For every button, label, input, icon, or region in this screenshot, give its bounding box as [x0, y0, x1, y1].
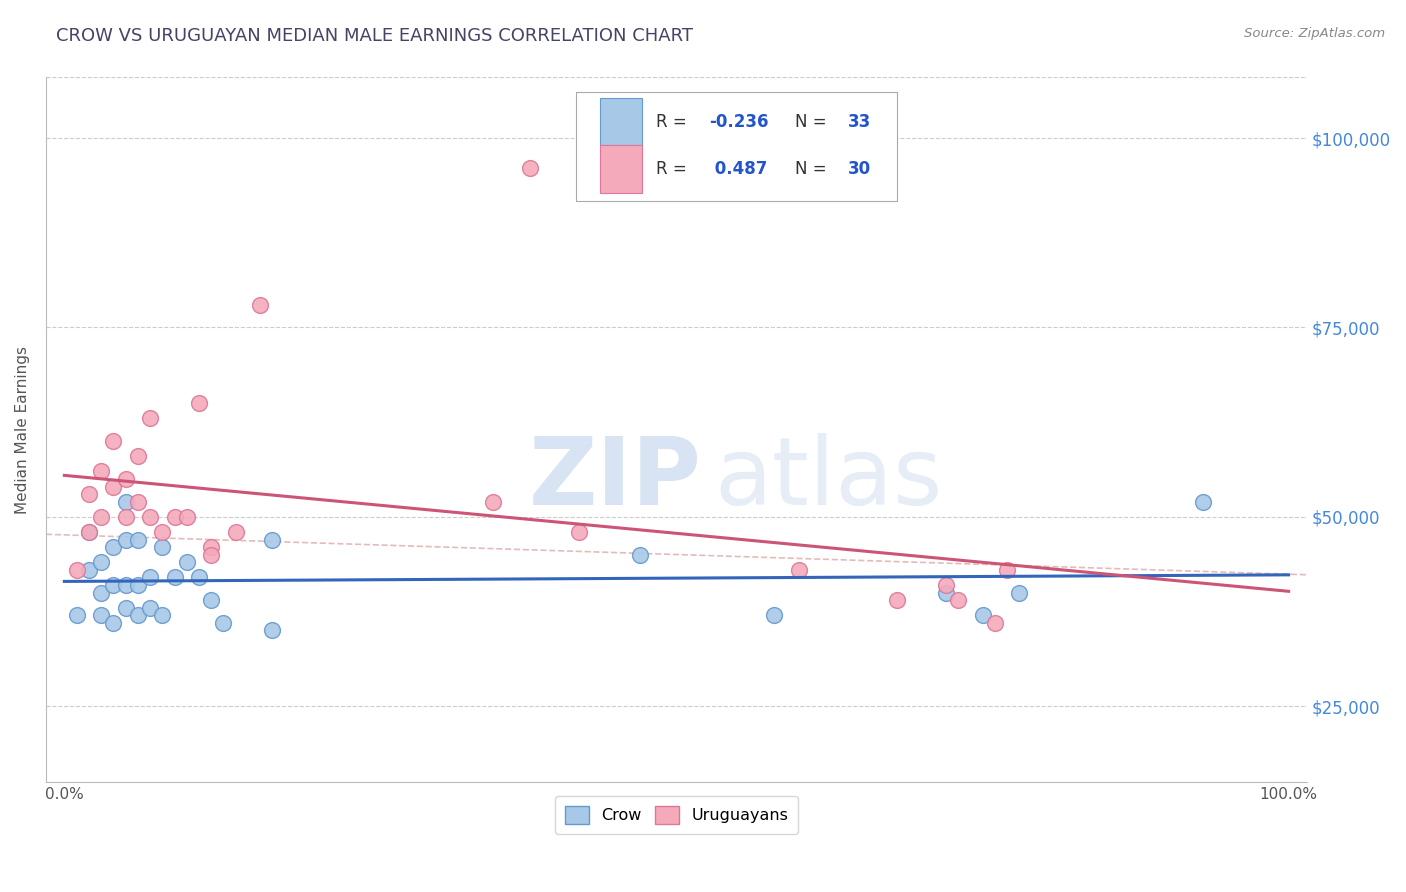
Point: [103, 434, 125, 448]
Point: [150, 524, 173, 539]
Point: [65, 608, 87, 623]
Point: [935, 578, 957, 592]
Point: [103, 540, 125, 554]
Text: -0.236: -0.236: [709, 112, 769, 131]
Point: [567, 524, 589, 539]
Point: [176, 509, 198, 524]
Y-axis label: Median Male Earnings: Median Male Earnings: [15, 346, 30, 514]
Point: [103, 578, 125, 592]
Point: [127, 449, 149, 463]
Point: [225, 524, 247, 539]
FancyBboxPatch shape: [599, 98, 643, 145]
Point: [262, 533, 284, 547]
Point: [482, 494, 505, 508]
Point: [114, 509, 136, 524]
Text: N =: N =: [794, 112, 832, 131]
Point: [127, 608, 149, 623]
Text: 0.487: 0.487: [709, 160, 768, 178]
Point: [995, 563, 1018, 577]
Point: [212, 615, 235, 630]
Point: [935, 585, 957, 599]
Text: 33: 33: [848, 112, 872, 131]
Text: 30: 30: [848, 160, 872, 178]
Point: [90, 585, 112, 599]
Text: CROW VS URUGUAYAN MEDIAN MALE EARNINGS CORRELATION CHART: CROW VS URUGUAYAN MEDIAN MALE EARNINGS C…: [56, 27, 693, 45]
Point: [262, 624, 284, 638]
Point: [114, 600, 136, 615]
Point: [972, 608, 994, 623]
Point: [176, 555, 198, 569]
Point: [519, 161, 541, 176]
FancyBboxPatch shape: [599, 145, 643, 193]
Point: [946, 593, 969, 607]
Point: [114, 578, 136, 592]
Point: [163, 509, 186, 524]
Point: [127, 494, 149, 508]
Point: [763, 608, 786, 623]
Point: [90, 509, 112, 524]
Point: [103, 615, 125, 630]
Text: N =: N =: [794, 160, 832, 178]
Point: [77, 524, 100, 539]
Text: atlas: atlas: [714, 433, 942, 525]
Point: [77, 563, 100, 577]
Point: [188, 396, 211, 410]
Point: [163, 570, 186, 584]
Text: Source: ZipAtlas.com: Source: ZipAtlas.com: [1244, 27, 1385, 40]
Text: ZIP: ZIP: [529, 433, 702, 525]
Point: [139, 509, 162, 524]
Point: [139, 570, 162, 584]
Text: R =: R =: [657, 160, 692, 178]
Point: [65, 563, 87, 577]
Point: [886, 593, 908, 607]
Point: [150, 540, 173, 554]
Point: [77, 487, 100, 501]
Point: [249, 298, 271, 312]
Point: [1008, 585, 1031, 599]
Point: [127, 533, 149, 547]
Point: [127, 578, 149, 592]
Point: [1192, 494, 1215, 508]
Point: [90, 555, 112, 569]
Point: [114, 533, 136, 547]
Point: [103, 479, 125, 493]
Point: [90, 608, 112, 623]
Point: [200, 540, 222, 554]
Point: [628, 548, 651, 562]
Point: [90, 464, 112, 478]
Point: [188, 570, 211, 584]
FancyBboxPatch shape: [575, 92, 897, 201]
Point: [150, 608, 173, 623]
Point: [200, 548, 222, 562]
Point: [139, 411, 162, 425]
Point: [787, 563, 810, 577]
Text: R =: R =: [657, 112, 692, 131]
Point: [114, 494, 136, 508]
Point: [200, 593, 222, 607]
Point: [984, 615, 1007, 630]
Point: [77, 524, 100, 539]
Point: [114, 472, 136, 486]
Legend: Crow, Uruguayans: Crow, Uruguayans: [555, 797, 797, 834]
Point: [139, 600, 162, 615]
